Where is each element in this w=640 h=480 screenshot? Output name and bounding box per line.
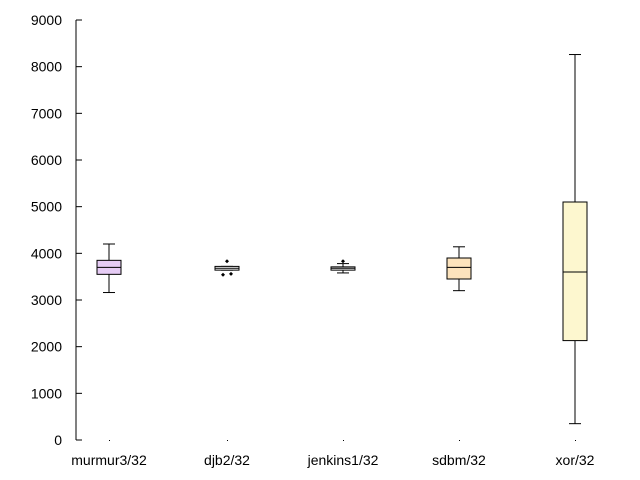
y-tick-label: 3000 (31, 292, 62, 308)
box-murmur3-32 (96, 243, 122, 294)
x-tick-mark (109, 440, 110, 441)
y-tick-label: 7000 (31, 105, 62, 121)
y-tick-label: 1000 (31, 385, 62, 401)
x-axis-labels: murmur3/32 djb2/32 jenkins1/32 sdbm/32 xor/3… (71, 440, 595, 468)
box-iqr (562, 201, 588, 342)
x-tick-label: xor/32 (556, 452, 595, 468)
x-tick-label: djb2/32 (204, 452, 250, 468)
x-tick-label: sdbm/32 (432, 452, 486, 468)
x-tick-mark (343, 440, 344, 441)
y-tick-label: 5000 (31, 199, 62, 215)
x-tick-label: jenkins1/32 (307, 452, 379, 468)
y-tick-label: 8000 (31, 59, 62, 75)
y-tick-label: 6000 (31, 152, 62, 168)
box-iqr (446, 257, 472, 280)
outlier-point (341, 259, 345, 264)
y-tick-label: 9000 (31, 12, 62, 28)
y-tick-label: 2000 (31, 339, 62, 355)
box-djb2-32 (214, 259, 240, 277)
box-sdbm-32 (446, 246, 472, 292)
y-tick-label: 4000 (31, 245, 62, 261)
box-xor-32 (562, 54, 588, 425)
box-series (96, 54, 588, 425)
box-jenkins1-32 (330, 259, 356, 274)
x-tick-mark (227, 440, 228, 441)
y-tick-label: 0 (54, 432, 62, 448)
y-axis: 0 1000 2000 3000 4000 5000 6000 7000 8000 9000 (31, 12, 82, 448)
outlier-point (225, 259, 229, 264)
x-tick-mark (575, 440, 576, 441)
outlier-point (221, 272, 225, 277)
x-tick-mark (459, 440, 460, 441)
x-tick-label: murmur3/32 (71, 452, 147, 468)
outlier-point (229, 271, 233, 276)
